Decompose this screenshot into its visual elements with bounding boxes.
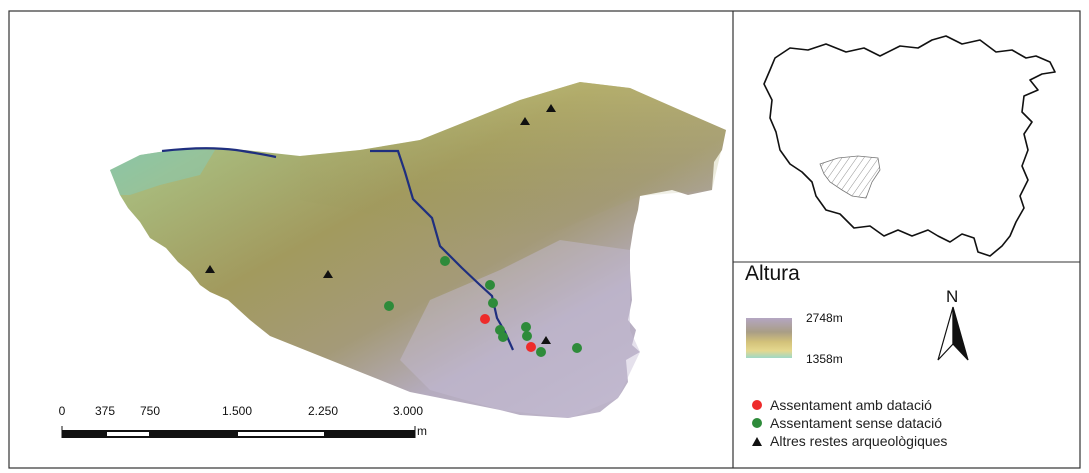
river-north — [161, 147, 277, 159]
elevation-legend-title: Altura — [745, 262, 800, 285]
north-arrow-icon — [937, 306, 969, 361]
scale-label: 0 — [58, 404, 66, 418]
figure-border — [8, 10, 1081, 469]
dated-settlement-marker — [480, 314, 490, 324]
black-triangle-icon — [744, 436, 770, 446]
scale-label: 375 — [94, 404, 116, 418]
archaeological-remains-marker — [323, 270, 333, 278]
green-dot-icon — [744, 418, 770, 428]
legend-label: Assentament amb datació — [770, 397, 932, 413]
scale-bar — [61, 426, 416, 438]
legend-label: Altres restes arqueològiques — [770, 433, 948, 449]
dated-settlement-marker — [526, 342, 536, 352]
archaeological-remains-marker — [520, 117, 530, 125]
red-dot-icon — [744, 400, 770, 410]
scale-label: 2.250 — [307, 404, 339, 418]
archaeological-remains-marker — [205, 265, 215, 273]
legend-item-other: Altres restes arqueològiques — [744, 432, 947, 450]
undated-settlement-marker — [384, 301, 394, 311]
undated-settlement-marker — [522, 331, 532, 341]
river-main — [370, 149, 515, 351]
scale-label: 3.000 — [392, 404, 424, 418]
relief-map — [110, 82, 726, 418]
undated-settlement-marker — [521, 322, 531, 332]
elevation-ramp — [746, 318, 792, 358]
legend-label: Assentament sense datació — [770, 415, 942, 431]
archaeological-remains-marker — [546, 104, 556, 112]
elevation-max-label: 2748m — [806, 311, 843, 325]
undated-settlement-marker — [536, 347, 546, 357]
legend-item-undated: Assentament sense datació — [744, 414, 942, 432]
locator-map — [763, 35, 1056, 257]
elevation-min-label: 1358m — [806, 352, 843, 366]
undated-settlement-marker — [485, 280, 495, 290]
undated-settlement-marker — [488, 298, 498, 308]
legend-item-dated: Assentament amb datació — [744, 396, 932, 414]
highland-tint — [400, 240, 640, 418]
undated-settlement-marker — [440, 256, 450, 266]
archaeological-remains-marker — [541, 336, 551, 344]
undated-settlement-marker — [498, 332, 508, 342]
study-area-hatch — [819, 155, 881, 199]
undated-settlement-marker — [572, 343, 582, 353]
ridge-shading — [300, 82, 726, 240]
lowland-tint — [110, 148, 215, 195]
scale-unit: m — [417, 424, 427, 438]
scale-label: 750 — [139, 404, 161, 418]
north-label: N — [946, 287, 959, 306]
region-outline — [763, 35, 1056, 257]
scale-label: 1.500 — [221, 404, 253, 418]
